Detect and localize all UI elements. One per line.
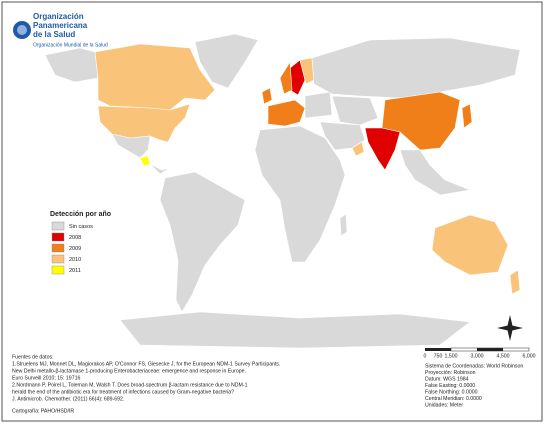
logo: Organización Panamericana de la Salud Or…: [13, 12, 108, 48]
cartography: Cartografía: PAHO/HSD/IR: [12, 408, 74, 414]
new-zealand: [509, 269, 521, 295]
legend-swatch: [51, 265, 65, 275]
eastern-europe: [304, 91, 333, 119]
scale-bar: 0 750 1,500 3,000 4,500 6,000: [424, 347, 536, 359]
legend-swatch: [51, 221, 65, 231]
logo-text: de la Salud: [33, 30, 75, 39]
scale-label: 4,500: [497, 353, 510, 359]
central-america: [149, 163, 171, 175]
southeast-asia: [399, 149, 472, 196]
logo-text: Panamericana: [33, 21, 88, 30]
russia: [311, 37, 521, 99]
western-europe: [267, 99, 306, 127]
scale-segment: [477, 348, 503, 351]
legend: Detección por año Sin casos 2008 2009 2010 2…: [50, 211, 111, 275]
source-line: 1.Struelens MJ, Monnet DL, Magiorakos AP…: [12, 361, 280, 367]
source-line: J. Antimicrob. Chemother. (2011) 66(4): …: [12, 396, 124, 402]
antarctica: [119, 311, 471, 349]
canada: [94, 43, 216, 111]
projection-line: Proyección: Robinson: [425, 370, 476, 376]
scale-label: 6,000: [523, 353, 536, 359]
projection-line: False Northing: 0.0000: [425, 389, 478, 395]
norway: [279, 61, 293, 95]
north-arrow-shape: [497, 325, 523, 331]
projection-line: Unidades: Meter: [425, 402, 463, 408]
australia: [431, 214, 509, 276]
japan: [461, 103, 473, 129]
legend-label: 2011: [69, 268, 81, 274]
source-line: Euro Surveill 2010; 15: 19716: [12, 375, 80, 381]
greenland: [194, 33, 259, 89]
legend-swatch: [51, 243, 65, 253]
legend-swatch: [51, 254, 65, 264]
logo-emblem: [17, 25, 27, 35]
legend-label: 2010: [69, 257, 81, 263]
logo-subtitle: Organización Mundial de la Salud: [33, 42, 108, 48]
logo-text: Organización: [33, 12, 84, 21]
projection-line: Central Meridian: 0.0000: [425, 396, 482, 402]
mexico: [111, 133, 151, 159]
source-line: New Delhi metallo-β-lactamase 1-producin…: [12, 368, 246, 374]
india: [364, 127, 401, 171]
legend-label: 2009: [69, 246, 81, 252]
world-map: [44, 33, 521, 349]
africa: [254, 125, 346, 263]
scale-segment: [425, 348, 451, 351]
projection-info: Sistema de Coordenadas: World RobinsonPr…: [425, 363, 523, 408]
legend-label: 2008: [69, 235, 81, 241]
scale-label: 3,000: [471, 353, 484, 359]
north-arrow: [497, 315, 523, 341]
legend-swatch: [51, 232, 65, 242]
scale-label: 750: [434, 353, 443, 359]
source-line: 2.Nordmann P, Poirel L, Toleman M, Walsh…: [12, 382, 248, 388]
legend-title: Detección por año: [50, 211, 111, 218]
oman: [351, 141, 365, 157]
projection-line: False Easting: 0.0000: [425, 383, 475, 389]
madagascar: [339, 213, 348, 237]
sources: Fuentes de datos:1.Struelens MJ, Monnet …: [12, 354, 280, 402]
source-line: herald the end of the antibiotic era for…: [12, 389, 234, 395]
central-asia: [331, 95, 379, 126]
uk: [261, 87, 273, 105]
source-line: Fuentes de datos:: [12, 354, 54, 360]
projection-line: Sistema de Coordenadas: World Robinson: [425, 363, 523, 369]
scale-label: 1,500: [445, 353, 458, 359]
scale-label: 0: [424, 353, 427, 359]
legend-label: Sin casos: [69, 224, 93, 230]
projection-line: Datum: WGS 1984: [425, 376, 469, 382]
south-america: [159, 171, 246, 313]
